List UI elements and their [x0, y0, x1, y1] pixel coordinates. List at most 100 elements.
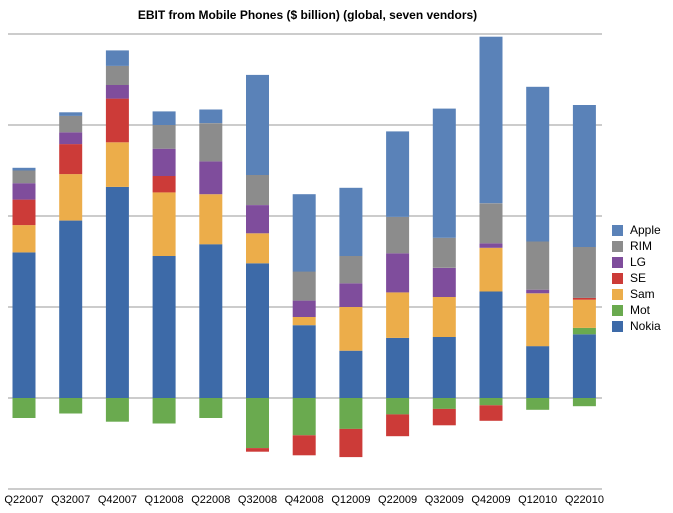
bars: [12, 36, 596, 458]
legend-label-lg: LG: [630, 255, 647, 269]
bar-nokia-q42008: [292, 325, 316, 398]
bar-apple-q12009: [339, 187, 363, 256]
bar-apple-q32009: [432, 108, 456, 238]
legend-item-mot: Mot: [612, 302, 661, 318]
bar-sam-q22009: [386, 292, 410, 338]
bar-apple-q12008: [152, 111, 176, 125]
bar-rim-q12008: [152, 125, 176, 149]
x-tick-label-q42007: Q42007: [98, 494, 137, 506]
bar-mot-q22010: [572, 327, 596, 335]
legend-label-se: SE: [630, 271, 647, 285]
legend-label-apple: Apple: [630, 223, 661, 237]
legend-swatch-se: [612, 272, 623, 284]
x-tick-label-q22009: Q22009: [378, 494, 417, 506]
bar-apple-q22010: [572, 105, 596, 247]
bar-apple-q42008: [292, 194, 316, 272]
bar-sam-q22007: [12, 225, 36, 253]
bar-rim-q22009: [386, 216, 410, 254]
bar-nokia-q32009: [432, 337, 456, 398]
legend-item-apple: Apple: [612, 222, 661, 238]
bar-apple-q42007: [105, 50, 129, 66]
bar-mot-q22008: [199, 398, 223, 418]
x-tick-label-q22010: Q22010: [565, 494, 604, 506]
bar-sam-q22008: [199, 194, 223, 245]
legend-item-sam: Sam: [612, 286, 661, 302]
bar-mot-q12010: [526, 398, 550, 410]
bar-se-q42008: [292, 435, 316, 456]
bar-nokia-q22010: [572, 334, 596, 398]
bar-se-q42007: [105, 98, 129, 143]
legend-item-se: SE: [612, 270, 661, 286]
x-tick-label-q32008: Q32008: [238, 494, 277, 506]
bar-lg-q32007: [59, 132, 83, 145]
bar-lg-q12008: [152, 148, 176, 176]
bar-mot-q22009: [386, 398, 410, 415]
bar-sam-q42007: [105, 142, 129, 187]
bar-se-q12008: [152, 176, 176, 193]
x-tick-label-q12009: Q12009: [331, 494, 370, 506]
bar-lg-q12010: [526, 289, 550, 294]
bar-nokia-q42007: [105, 186, 129, 398]
chart-title: EBIT from Mobile Phones ($ billion) (glo…: [137, 8, 478, 22]
bar-se-q22009: [386, 414, 410, 437]
x-tick-label-q12010: Q12010: [518, 494, 557, 506]
legend-swatch-mot: [612, 304, 623, 316]
bar-nokia-q32008: [246, 263, 269, 398]
legend-item-rim: RIM: [612, 238, 661, 254]
legend-label-nokia: Nokia: [630, 319, 661, 333]
bar-rim-q32008: [246, 175, 269, 205]
bar-mot-q32008: [246, 398, 269, 449]
bar-nokia-q22008: [199, 244, 223, 398]
bar-sam-q32008: [246, 233, 269, 264]
bar-lg-q42007: [105, 85, 129, 99]
bar-apple-q32007: [59, 112, 83, 116]
bar-apple-q32008: [246, 74, 269, 175]
bar-rim-q42009: [479, 203, 503, 244]
legend-label-sam: Sam: [630, 287, 655, 301]
bar-mot-negative-part--q22010: [572, 398, 596, 407]
legend: Apple RIM LG SE Sam Mot Nokia: [612, 222, 661, 334]
bar-sam-q42008: [292, 317, 316, 326]
bar-rim-q32009: [432, 237, 456, 268]
bar-rim-q12009: [339, 256, 363, 284]
bar-apple-q22007: [12, 167, 36, 171]
legend-swatch-sam: [612, 288, 623, 300]
bar-rim-q22010: [572, 246, 596, 298]
bar-mot-q22007: [12, 398, 36, 418]
bar-nokia-q22007: [12, 252, 36, 398]
bar-mot-q12008: [152, 398, 176, 424]
x-tick-label-q12008: Q12008: [145, 494, 184, 506]
x-tick-label-q42008: Q42008: [285, 494, 324, 506]
legend-label-rim: RIM: [630, 239, 652, 253]
bar-rim-q22008: [199, 123, 223, 162]
bar-sam-q12009: [339, 307, 363, 351]
bar-sam-q12008: [152, 192, 176, 256]
x-tick-label-q22008: Q22008: [191, 494, 230, 506]
legend-swatch-lg: [612, 256, 623, 268]
x-tick-label-q22007: Q22007: [4, 494, 43, 506]
bar-se-q22007: [12, 199, 36, 226]
bar-rim-q22007: [12, 170, 36, 184]
bar-lg-q42009: [479, 243, 503, 248]
legend-swatch-nokia: [612, 320, 623, 332]
bar-se-q12009: [339, 428, 363, 458]
bar-mot-q42009: [479, 398, 503, 406]
bar-apple-q22009: [386, 131, 410, 217]
x-tick-labels: Q22007 Q32007 Q42007 Q12008 Q22008 Q32008 Q420…: [4, 494, 604, 506]
bar-sam-q12010: [526, 293, 550, 347]
bar-nokia-q12010: [526, 346, 550, 398]
bar-nokia-q32007: [59, 220, 83, 398]
legend-item-nokia: Nokia: [612, 318, 661, 334]
bar-sam-q32007: [59, 174, 83, 221]
bar-mot-q32009: [432, 398, 456, 409]
bar-mot-q12009: [339, 398, 363, 429]
bar-lg-q22007: [12, 183, 36, 200]
bar-lg-q42008: [292, 300, 316, 317]
bar-rim-q42008: [292, 271, 316, 301]
bar-se-q32008: [246, 448, 269, 452]
bar-se-q32009: [432, 408, 456, 426]
bar-apple-q42009: [479, 36, 503, 204]
bar-se-q22010: [572, 297, 596, 300]
bar-rim-q32007: [59, 115, 83, 133]
bar-lg-q22008: [199, 161, 223, 195]
